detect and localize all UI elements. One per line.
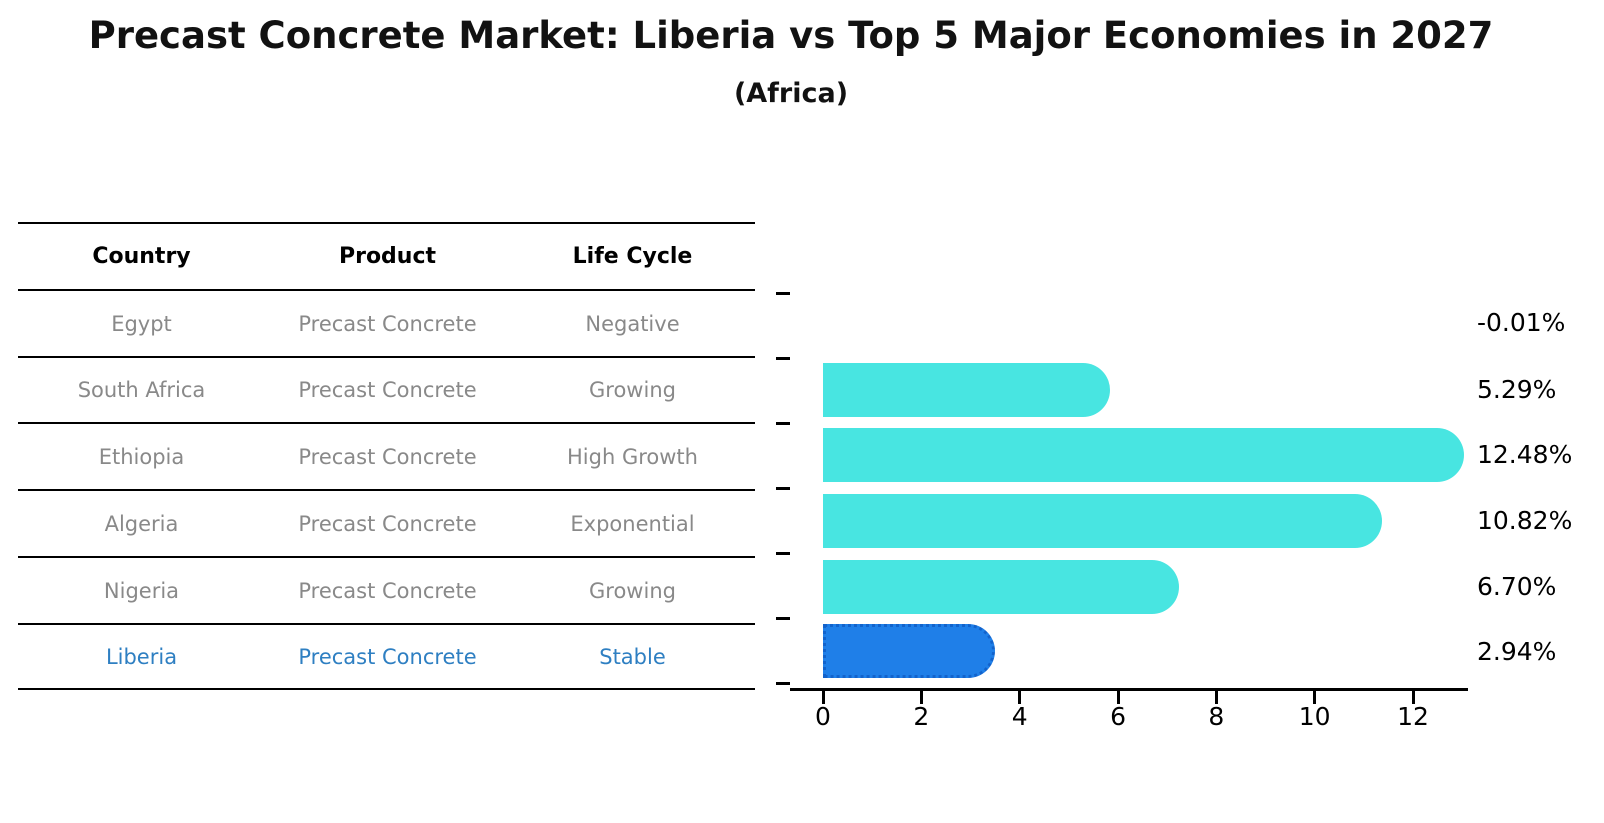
- y-axis-minor-tick: [776, 617, 790, 620]
- x-axis-tick-mark: [1411, 691, 1415, 704]
- column-header-country: Country: [92, 244, 191, 269]
- column-header-product: Product: [338, 244, 437, 269]
- cell-life-cycle: Negative: [585, 311, 680, 336]
- bar-liberia-highlight: [823, 624, 995, 678]
- cell-product: Precast Concrete: [298, 378, 477, 402]
- cell-life-cycle: Growing: [589, 378, 676, 402]
- bar-south-africa: [823, 363, 1111, 417]
- cell-country: Liberia: [105, 644, 178, 669]
- y-axis-minor-tick: [776, 552, 790, 555]
- column-header-life-cycle: Life Cycle: [572, 244, 693, 269]
- cell-product: Precast Concrete: [298, 311, 477, 336]
- y-axis-minor-tick: [776, 292, 790, 295]
- cell-country: Algeria: [104, 511, 179, 536]
- table-row: Algeria Precast Concrete Exponential: [18, 491, 755, 556]
- cell-life-cycle: Growing: [589, 578, 676, 603]
- y-axis-minor-tick: [776, 487, 790, 490]
- table-rule: [18, 556, 755, 558]
- table-row: Ethiopia Precast Concrete High Growth: [18, 424, 755, 489]
- table-row: Nigeria Precast Concrete Growing: [18, 558, 755, 623]
- cell-life-cycle: Stable: [599, 644, 666, 669]
- x-axis-tick-mark: [1018, 691, 1022, 704]
- y-axis-minor-tick: [776, 422, 790, 425]
- table-rule: [18, 222, 755, 224]
- cell-product: Precast Concrete: [298, 444, 477, 469]
- table-rule: [18, 489, 755, 491]
- x-axis-tick-label: 6: [1110, 702, 1126, 731]
- cell-product: Precast Concrete: [298, 578, 477, 603]
- value-label-ethiopia: 12.48%: [1477, 440, 1573, 469]
- cell-life-cycle: Exponential: [570, 511, 695, 536]
- cell-country: South Africa: [77, 378, 206, 402]
- table-rule: [18, 289, 755, 291]
- x-axis-tick-mark: [1116, 691, 1120, 704]
- x-axis-tick-label: 8: [1208, 702, 1225, 731]
- cell-country: Ethiopia: [98, 444, 185, 469]
- bar-ethiopia: [823, 428, 1464, 482]
- cell-country: Nigeria: [103, 578, 180, 603]
- x-axis-tick-mark: [919, 691, 923, 704]
- table-rule: [18, 356, 755, 358]
- cell-product: Precast Concrete: [298, 644, 477, 669]
- chart-title: Precast Concrete Market: Liberia vs Top …: [88, 14, 1494, 57]
- x-axis-tick-mark: [1214, 691, 1218, 704]
- x-axis-tick-label: 0: [815, 702, 831, 731]
- chart-subtitle: (Africa): [733, 78, 849, 109]
- value-label-south-africa: 5.29%: [1477, 375, 1557, 404]
- cell-country: Egypt: [111, 311, 172, 336]
- x-axis-tick-mark: [821, 691, 825, 704]
- table-rule: [18, 688, 755, 690]
- bar-algeria: [823, 494, 1383, 548]
- cell-life-cycle: High Growth: [567, 444, 698, 469]
- value-label-algeria: 10.82%: [1477, 506, 1573, 535]
- y-axis-minor-tick: [776, 682, 790, 685]
- x-axis-tick-label: 2: [913, 702, 930, 731]
- bar-nigeria: [823, 560, 1180, 614]
- cell-product: Precast Concrete: [298, 511, 477, 536]
- x-axis-tick-label: 4: [1011, 702, 1028, 731]
- value-label-nigeria: 6.70%: [1477, 572, 1557, 601]
- table-header-row: Country Product Life Cycle: [18, 224, 755, 289]
- x-axis-tick-label: 12: [1397, 702, 1429, 731]
- x-axis-line: [790, 688, 1468, 691]
- value-label-liberia: 2.94%: [1477, 637, 1557, 666]
- table-row: South Africa Precast Concrete Growing: [18, 358, 755, 422]
- y-axis-minor-tick: [776, 357, 790, 360]
- x-axis-tick-mark: [1313, 691, 1317, 704]
- table-row-liberia-highlight: Liberia Precast Concrete Stable: [18, 625, 755, 688]
- value-label-egypt: -0.01%: [1477, 308, 1566, 337]
- table-rule: [18, 623, 755, 625]
- table-row: Egypt Precast Concrete Negative: [18, 291, 755, 356]
- x-axis-tick-label: 10: [1298, 702, 1331, 731]
- table-rule: [18, 422, 755, 424]
